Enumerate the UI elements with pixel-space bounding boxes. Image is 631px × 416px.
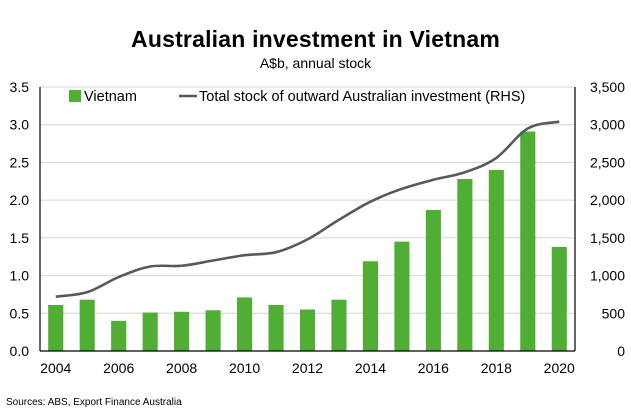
bar-2009 (205, 310, 221, 351)
left-axis-tick-label: 3.5 (10, 79, 30, 95)
left-axis-tick-label: 2.5 (10, 154, 30, 170)
right-axis-tick-label: 3,500 (590, 79, 625, 95)
bar-2012 (299, 309, 316, 351)
bar-2019 (520, 131, 536, 351)
chart-title: Australian investment in Vietnam (131, 26, 500, 52)
left-axis-tick-label: 1.5 (10, 230, 30, 246)
legend-label-vietnam: Vietnam (84, 89, 137, 105)
x-axis-tick-label: 2016 (418, 360, 449, 376)
bar-series (48, 131, 567, 351)
line-series (55, 120, 560, 298)
legend: Vietnam Total stock of outward Australian… (69, 89, 525, 105)
right-axis-tick-label: 1,500 (590, 230, 625, 246)
bar-2013 (331, 299, 347, 351)
x-axis-tick-label: 2012 (292, 360, 323, 376)
line-total-outward-investment (55, 120, 560, 298)
bar-2014 (362, 261, 378, 351)
bar-2016 (425, 209, 441, 351)
bar-2006 (111, 320, 127, 351)
right-axis-tick-label: 500 (602, 305, 626, 321)
legend-label-total-stock: Total stock of outward Australian invest… (199, 89, 525, 105)
right-axis-tick-label: 3,000 (590, 117, 625, 133)
axes: 0.0 0.5 1.0 1.5 2.0 2.5 3.0 3.5 0 500 1,000 1,500 2,… (10, 79, 626, 376)
bar-2007 (142, 312, 158, 351)
right-axis-tick-label: 2,500 (590, 154, 625, 170)
bar-2017 (457, 179, 473, 351)
bar-2015 (394, 241, 410, 351)
x-axis-tick-label: 2020 (544, 360, 575, 376)
chart-subtitle: A$b, annual stock (259, 55, 372, 71)
chart-source: Sources: ABS, Export Finance Australia (6, 397, 182, 408)
bar-2008 (174, 311, 190, 351)
bar-2004 (48, 304, 64, 351)
bar-2018 (488, 169, 504, 351)
x-axis-tick-label: 2010 (229, 360, 260, 376)
legend-swatch-vietnam (69, 90, 81, 102)
right-axis-tick-label: 2,000 (590, 192, 625, 208)
right-axis-tick-label: 0 (617, 343, 625, 359)
x-axis-tick-label: 2018 (481, 360, 512, 376)
x-axis-tick-label: 2014 (355, 360, 386, 376)
bar-2011 (268, 304, 284, 351)
left-axis-tick-label: 3.0 (10, 117, 30, 133)
left-axis-tick-label: 1.0 (10, 268, 30, 284)
left-axis-tick-label: 0.5 (10, 305, 30, 321)
bar-2020 (551, 246, 567, 351)
bar-2005 (79, 299, 95, 351)
x-axis-tick-label: 2006 (103, 360, 134, 376)
chart-svg: 0.0 0.5 1.0 1.5 2.0 2.5 3.0 3.5 0 500 1,000 1,500 2,… (10, 79, 626, 376)
x-axis-tick-label: 2008 (166, 360, 197, 376)
right-axis-tick-label: 1,000 (590, 268, 625, 284)
bar-2010 (237, 297, 253, 351)
x-axis-tick-label: 2004 (40, 360, 71, 376)
left-axis-tick-label: 2.0 (10, 192, 30, 208)
left-axis-tick-label: 0.0 (10, 343, 30, 359)
